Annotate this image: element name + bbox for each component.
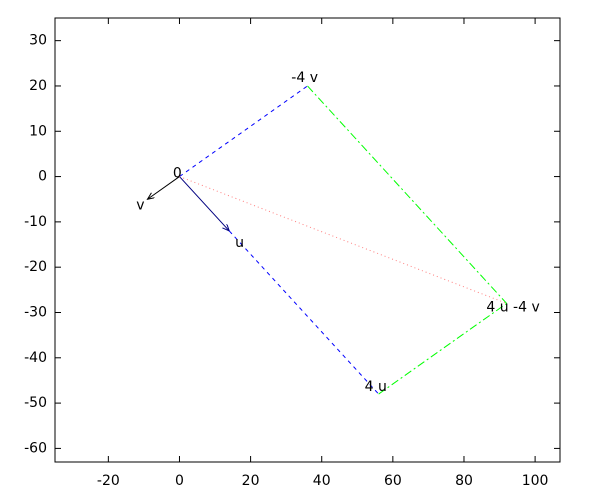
x-tick-label: 60 <box>384 473 402 489</box>
vector <box>307 85 508 304</box>
point-label: v <box>136 198 144 214</box>
vector <box>179 176 507 304</box>
vector <box>378 303 507 395</box>
y-tick-label: -60 <box>24 440 47 456</box>
y-tick-label: 30 <box>29 33 47 49</box>
point-label: -4 v <box>291 70 318 86</box>
point-label: 0 <box>173 165 182 181</box>
point-label: u <box>235 235 244 251</box>
point-label: 4 u -4 v <box>486 300 539 316</box>
y-tick-label: 10 <box>29 123 47 139</box>
y-tick-label: -30 <box>24 304 47 320</box>
x-tick-label: 100 <box>522 473 549 489</box>
vector <box>228 230 379 395</box>
plot-border <box>54 17 561 463</box>
y-tick-label: -10 <box>24 214 47 230</box>
x-tick-label: 0 <box>175 473 184 489</box>
vector <box>179 85 308 177</box>
point-label: 4 u <box>365 379 387 395</box>
x-tick-label: 80 <box>455 473 473 489</box>
x-tick-label: 40 <box>313 473 331 489</box>
x-tick-label: 20 <box>242 473 260 489</box>
vector <box>147 176 180 200</box>
vector <box>179 176 229 231</box>
y-tick-label: -20 <box>24 259 47 275</box>
y-tick-label: -50 <box>24 395 47 411</box>
x-tick-label: -20 <box>97 473 120 489</box>
y-tick-label: 20 <box>29 78 47 94</box>
y-tick-label: -40 <box>24 350 47 366</box>
y-tick-label: 0 <box>38 169 47 185</box>
